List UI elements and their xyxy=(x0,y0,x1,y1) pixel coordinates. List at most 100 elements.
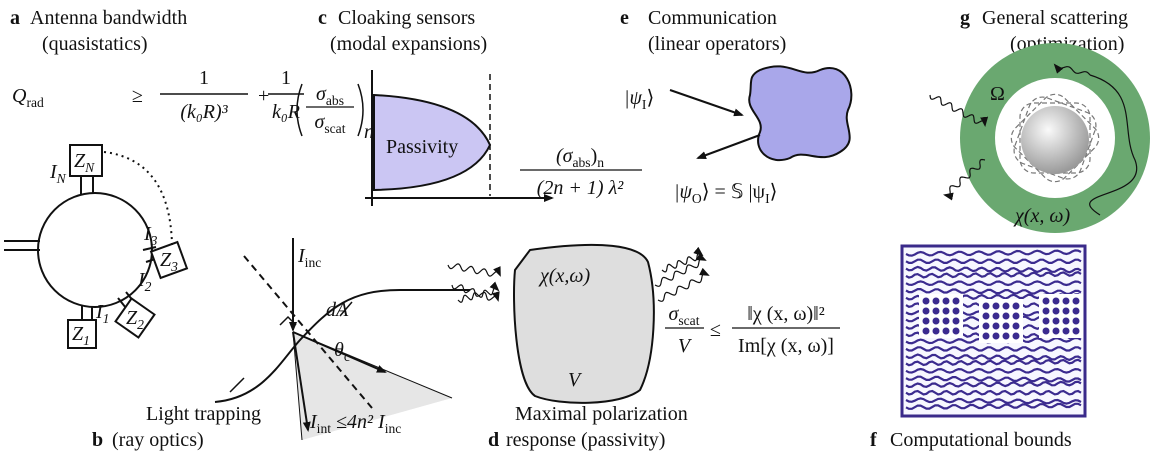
impedance-box xyxy=(69,144,103,177)
panel-title: General scattering xyxy=(982,7,1128,29)
text-part: |ψ xyxy=(674,181,692,203)
text-part: I xyxy=(765,191,770,206)
text-part: Communication xyxy=(648,7,777,29)
pattern-stroke xyxy=(905,346,1082,352)
equation: Qrad xyxy=(12,85,44,110)
text-part: Z xyxy=(126,307,138,329)
paren xyxy=(296,83,303,137)
equation: Im[χ (x, ω)] xyxy=(738,335,834,357)
text-part: V xyxy=(678,335,693,357)
text-part: |ψ xyxy=(624,87,642,109)
circuit-label: I1 xyxy=(95,301,109,326)
ray xyxy=(292,331,311,432)
text-part: χ(x,ω) xyxy=(538,265,590,287)
axis-label: σscat xyxy=(314,111,345,136)
text-part: 2 xyxy=(137,317,144,332)
text-part: Maximal polarization xyxy=(515,403,688,425)
pattern-dot xyxy=(1062,327,1070,335)
text-part: I xyxy=(95,301,104,323)
text-part: ⟩ = 𝕊 |ψ xyxy=(702,181,766,203)
pattern-dot xyxy=(1012,302,1020,310)
text-part: e xyxy=(620,7,629,29)
region-label: Passivity xyxy=(386,136,458,158)
panel-letter: g xyxy=(960,7,970,29)
pattern-dot xyxy=(1042,307,1050,315)
axis-label: σabs xyxy=(316,83,344,108)
body-label: χ(x,ω) xyxy=(538,265,590,287)
text-part: Z xyxy=(160,249,172,271)
scatterer-sphere xyxy=(1021,106,1089,174)
circuit-label: IN xyxy=(49,161,67,186)
equation: Iint ≤4n² Iinc xyxy=(309,411,401,436)
circuit-label: I2 xyxy=(137,269,152,294)
pattern-dot xyxy=(992,332,1000,340)
circuit-label: Z3 xyxy=(160,249,178,274)
circuit-label: ZN xyxy=(74,150,95,175)
panel-subtitle: response (passivity) xyxy=(506,429,665,451)
pattern-dot xyxy=(952,317,960,325)
equation: V xyxy=(678,335,693,357)
circuit-label: Z2 xyxy=(126,307,144,332)
pattern-stroke xyxy=(905,353,1082,362)
pattern-dot xyxy=(992,302,1000,310)
pattern-dot xyxy=(1072,297,1080,305)
text-part: Z xyxy=(74,150,86,172)
scattered-wave xyxy=(661,246,704,273)
text-part: abs xyxy=(326,93,344,108)
text-part: Q xyxy=(12,85,27,107)
scattered-wave xyxy=(654,252,707,287)
text-part: Light trapping xyxy=(146,403,261,425)
pattern-dot xyxy=(1062,307,1070,315)
pattern-dot xyxy=(1072,327,1080,335)
pattern-dot xyxy=(942,327,950,335)
pattern-dot xyxy=(1062,317,1070,325)
text-part: (linear operators) xyxy=(648,33,786,55)
pattern-stroke xyxy=(905,258,1082,264)
text-part: int xyxy=(317,421,332,436)
equation: ≤ xyxy=(710,319,721,341)
pattern-dot xyxy=(1002,302,1010,310)
panel-title: Maximal polarization xyxy=(515,403,688,425)
domain-label: Ω xyxy=(990,83,1005,105)
normal-line xyxy=(243,255,373,409)
incident-wave xyxy=(447,263,501,277)
right-angle xyxy=(279,315,297,326)
text-part: inc xyxy=(385,421,402,436)
text-part: scat xyxy=(324,121,345,136)
pattern-dot xyxy=(942,297,950,305)
text-part: scat xyxy=(678,313,699,328)
cone-edge xyxy=(292,331,453,399)
pattern-dot xyxy=(982,312,990,320)
paren xyxy=(357,83,364,137)
text-part: a xyxy=(10,7,20,29)
text-part: 1 xyxy=(199,67,209,89)
surface xyxy=(214,289,470,403)
pattern-dot xyxy=(1062,297,1070,305)
domain-label: χ(x, ω) xyxy=(1013,205,1070,227)
pattern-stroke xyxy=(905,375,1082,383)
text-part: ) xyxy=(591,145,598,167)
pattern-dot xyxy=(1002,322,1010,330)
equation: ‖χ (x, ω)‖² xyxy=(747,303,825,325)
panel-letter: c xyxy=(318,7,327,29)
panel-subtitle: (modal expansions) xyxy=(330,33,487,55)
text-part: f xyxy=(870,429,877,451)
pattern-stroke xyxy=(905,288,1082,295)
pattern-stroke xyxy=(905,397,1082,405)
equation: σscat xyxy=(668,303,699,328)
tick xyxy=(339,301,353,317)
state-label: |ψO⟩ = 𝕊 |ψI⟩ xyxy=(674,181,777,206)
pattern-dot xyxy=(1052,307,1060,315)
pattern-dot xyxy=(1012,312,1020,320)
text-part: Ω xyxy=(990,83,1005,105)
text-part: I xyxy=(143,223,152,245)
panel-subtitle: (quasistatics) xyxy=(42,33,148,55)
scattered-wave xyxy=(1089,74,1138,216)
text-part: c xyxy=(318,7,327,29)
pattern-dot xyxy=(1052,297,1060,305)
text-part: b xyxy=(92,429,103,451)
pattern-dot xyxy=(1002,332,1010,340)
panel-letter: b xyxy=(92,429,103,451)
text-part: χ(x, ω) xyxy=(1013,205,1070,227)
